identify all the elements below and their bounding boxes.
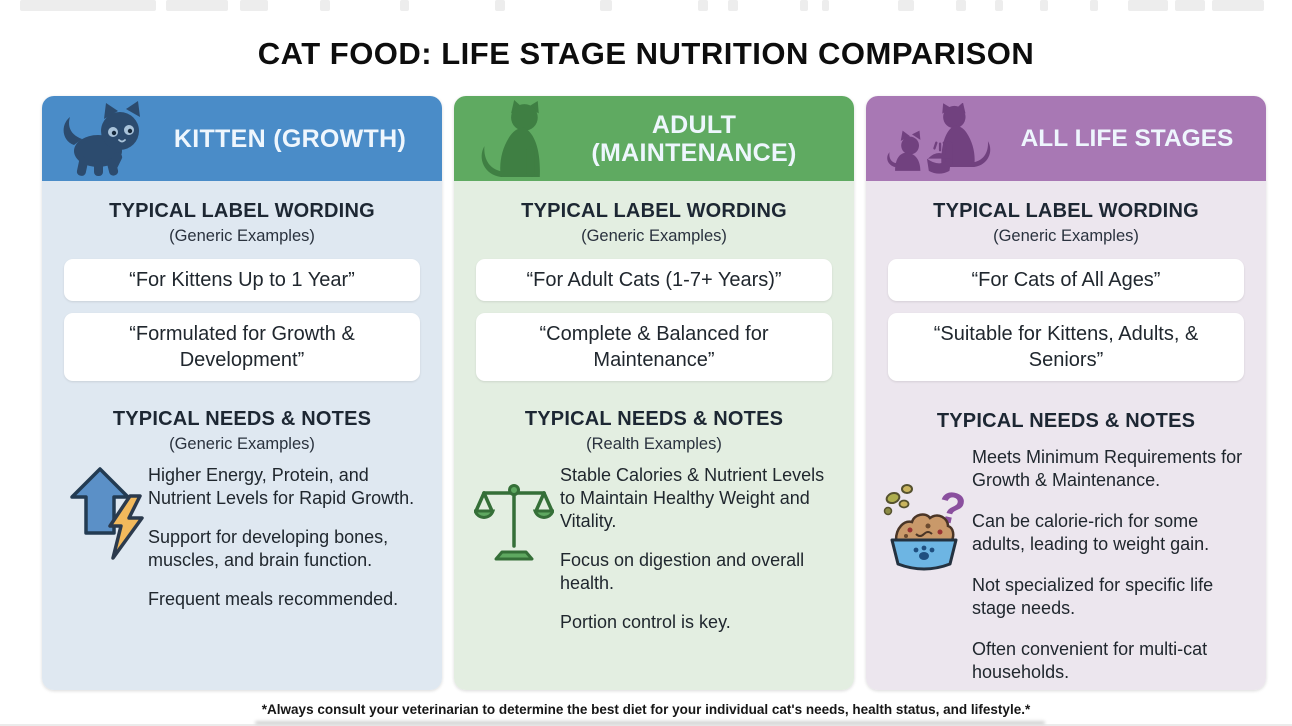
label-wording-heading: TYPICAL LABEL WORDING (521, 200, 787, 222)
needs-note: Portion control is key. (560, 612, 731, 633)
needs-subheading: (Generic Examples) (169, 435, 315, 453)
adult-body: TYPICAL LABEL WORDING (Generic Examples)… (454, 181, 854, 690)
needs-notes: Stable Calories & Nutrient Levels to Mai… (454, 464, 854, 634)
label-wording-heading: TYPICAL LABEL WORDING (933, 200, 1199, 222)
needs-notes: Higher Energy, Protein, and Nutrient Lev… (42, 464, 442, 611)
balance-scale-icon (472, 474, 556, 567)
label-card: “For Adult Cats (1-7+ Years)” (476, 259, 832, 301)
kitten-icon (58, 100, 150, 177)
needs-note: Meets Minimum Requirements for Growth & … (972, 447, 1243, 491)
needs-note: Higher Energy, Protein, and Nutrient Lev… (148, 465, 415, 509)
adult-header-label: ADULT (MAINTENANCE) (591, 110, 797, 167)
bottom-crop-artifact (0, 724, 1292, 726)
needs-note: Stable Calories & Nutrient Levels to Mai… (560, 465, 825, 532)
needs-note: Frequent meals recommended. (148, 589, 399, 610)
needs-heading: TYPICAL NEEDS & NOTES (524, 408, 784, 430)
label-card: “Suitable for Kittens, Adults, & Seniors… (888, 313, 1244, 381)
label-cards: “For Adult Cats (1-7+ Years)” “Complete … (454, 246, 854, 381)
needs-note: Not specialized for specific life stage … (972, 575, 1214, 619)
column-all-life-stages: ALL LIFE STAGES TYPICAL LABEL WORDING (G… (866, 96, 1266, 690)
needs-note: Can be calorie-rich for some adults, lea… (972, 511, 1210, 555)
label-cards: “For Cats of All Ages” “Suitable for Kit… (866, 246, 1266, 381)
needs-subheading: (Realth Examples) (586, 435, 722, 453)
label-cards: “For Kittens Up to 1 Year” “Formulated f… (42, 246, 442, 381)
label-wording-heading: TYPICAL LABEL WORDING (109, 200, 375, 222)
kitten-body: TYPICAL LABEL WORDING (Generic Examples)… (42, 181, 442, 690)
needs-note: Support for developing bones, muscles, a… (148, 527, 389, 571)
column-kitten: KITTEN (GROWTH) TYPICAL LABEL WORDING (G… (42, 96, 442, 690)
label-card: “Complete & Balanced for Maintenance” (476, 313, 832, 381)
label-card: “For Cats of All Ages” (888, 259, 1244, 301)
sitting-cat-icon (470, 99, 546, 179)
label-wording-subheading: (Generic Examples) (993, 227, 1139, 245)
needs-heading: TYPICAL NEEDS & NOTES (936, 410, 1196, 432)
comparison-columns: KITTEN (GROWTH) TYPICAL LABEL WORDING (G… (42, 96, 1266, 690)
cats-with-bowl-icon (882, 102, 1000, 175)
kitten-header: KITTEN (GROWTH) (42, 96, 442, 181)
food-bowl-question-icon: ? (882, 480, 970, 579)
needs-section: TYPICAL NEEDS & NOTES ? (866, 410, 1266, 684)
needs-note: Often convenient for multi-cat household… (972, 639, 1208, 683)
veterinarian-disclaimer: *Always consult your veterinarian to det… (261, 702, 1031, 717)
label-card: “Formulated for Growth & Development” (64, 313, 420, 381)
needs-heading: TYPICAL NEEDS & NOTES (112, 408, 372, 430)
needs-section: TYPICAL NEEDS & NOTES (Realth Examples) (454, 408, 854, 634)
needs-section: TYPICAL NEEDS & NOTES (Generic Examples)… (42, 408, 442, 611)
bottom-crop-artifact (255, 721, 1045, 725)
all-life-stages-body: TYPICAL LABEL WORDING (Generic Examples)… (866, 181, 1266, 690)
label-wording-subheading: (Generic Examples) (581, 227, 727, 245)
page-title: CAT FOOD: LIFE STAGE NUTRITION COMPARISO… (257, 36, 1035, 71)
all-life-stages-header-label: ALL LIFE STAGES (1020, 124, 1234, 152)
growth-arrow-lightning-icon (70, 466, 146, 567)
adult-header: ADULT (MAINTENANCE) (454, 96, 854, 181)
all-life-stages-header: ALL LIFE STAGES (866, 96, 1266, 181)
column-adult: ADULT (MAINTENANCE) TYPICAL LABEL WORDIN… (454, 96, 854, 690)
label-card: “For Kittens Up to 1 Year” (64, 259, 420, 301)
needs-notes: ? (866, 446, 1266, 684)
needs-note: Focus on digestion and overall health. (560, 550, 805, 594)
kitten-header-label: KITTEN (GROWTH) (173, 124, 407, 153)
label-wording-subheading: (Generic Examples) (169, 227, 315, 245)
